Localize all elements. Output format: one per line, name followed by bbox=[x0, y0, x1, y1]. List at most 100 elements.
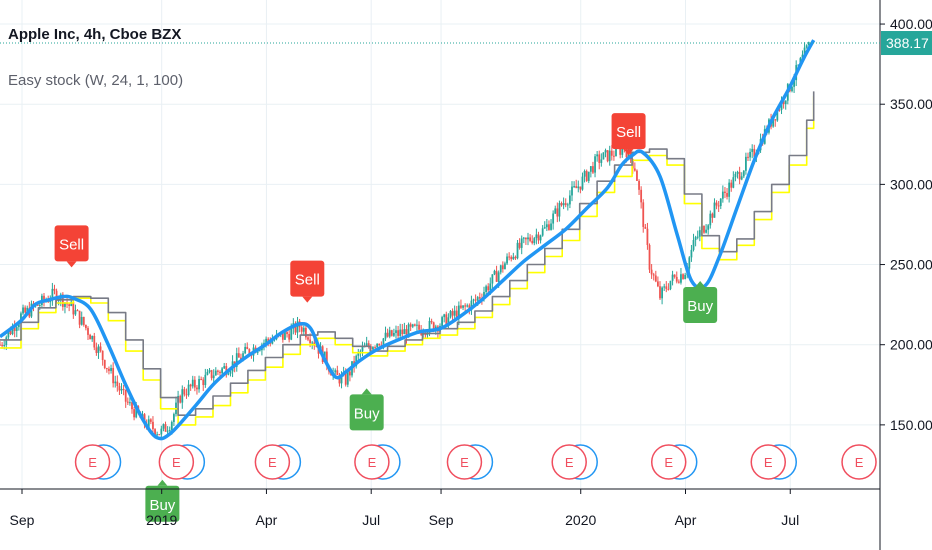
x-tick-label: Sep bbox=[10, 512, 35, 528]
candle-body bbox=[478, 297, 481, 299]
candle-body bbox=[791, 86, 793, 92]
sell-signal: Sell bbox=[54, 225, 89, 268]
candle-body bbox=[424, 333, 427, 336]
candle-body bbox=[443, 314, 446, 318]
candle-body bbox=[556, 208, 559, 217]
candle-body bbox=[554, 208, 557, 214]
candle-body bbox=[267, 338, 270, 342]
candle-body bbox=[193, 379, 196, 388]
candle-body bbox=[386, 332, 389, 337]
candle-body bbox=[367, 343, 370, 347]
candle-body bbox=[305, 327, 307, 338]
candle-body bbox=[805, 45, 808, 48]
sell-signal-box bbox=[611, 113, 646, 150]
candle-body bbox=[149, 419, 152, 422]
symbol-title: Apple Inc, 4h, Cboe BZX bbox=[8, 26, 182, 43]
candle-body bbox=[237, 353, 240, 358]
x-tick-label: 2019 bbox=[146, 512, 177, 528]
candle-body bbox=[403, 329, 406, 335]
candle-body bbox=[726, 193, 728, 197]
candle-body bbox=[43, 295, 45, 302]
x-tick-label: Jul bbox=[781, 512, 799, 528]
earnings-marker: E bbox=[446, 444, 494, 480]
candle-body bbox=[638, 180, 640, 190]
candle-body bbox=[344, 372, 347, 385]
candle-body bbox=[338, 375, 341, 384]
candle-body bbox=[495, 270, 498, 282]
candle-body bbox=[334, 370, 337, 373]
candle-body bbox=[506, 256, 508, 264]
candle-body bbox=[472, 299, 475, 301]
earnings-marker: E bbox=[254, 444, 302, 480]
candle-body bbox=[464, 305, 467, 307]
candle-body bbox=[258, 350, 261, 352]
buy-signal-pointer bbox=[361, 388, 372, 395]
candle-body bbox=[692, 240, 695, 250]
candle-body bbox=[520, 238, 523, 248]
buy-signal: Buy bbox=[349, 388, 384, 431]
candle-body bbox=[390, 330, 393, 336]
candle-body bbox=[703, 225, 705, 233]
candle-body bbox=[217, 370, 219, 372]
candle-body bbox=[705, 229, 707, 233]
candle-body bbox=[409, 324, 412, 327]
candle-body bbox=[416, 324, 418, 326]
y-tick-label: 350.00 bbox=[890, 96, 932, 112]
earnings-circle bbox=[841, 444, 877, 480]
candle-body bbox=[732, 177, 735, 188]
candle-body bbox=[596, 154, 599, 157]
candle-body bbox=[124, 389, 127, 402]
candle-body bbox=[51, 288, 54, 301]
candle-body bbox=[103, 360, 106, 369]
smooth-trend-line bbox=[0, 39, 816, 441]
candle-body bbox=[715, 202, 718, 206]
candle-body bbox=[374, 347, 376, 349]
lower-step-line bbox=[0, 96, 815, 426]
earnings-label: E bbox=[565, 455, 574, 470]
candle-body bbox=[110, 368, 112, 371]
candle-body bbox=[11, 326, 14, 335]
candle-body bbox=[749, 151, 751, 158]
candle-body bbox=[797, 64, 800, 66]
candle-body bbox=[525, 237, 527, 240]
buy-signal-pointer bbox=[157, 479, 168, 486]
earnings-circle bbox=[446, 444, 483, 480]
earnings-circle bbox=[158, 444, 195, 480]
indicator-lines bbox=[0, 39, 816, 441]
candle-body bbox=[671, 274, 674, 281]
candle-body bbox=[395, 330, 397, 333]
candle-body bbox=[168, 429, 171, 431]
candle-body bbox=[470, 300, 473, 311]
candle-body bbox=[91, 335, 94, 340]
candle-body bbox=[571, 186, 573, 196]
buy-signal-text: Buy bbox=[149, 497, 175, 514]
candle-body bbox=[713, 202, 716, 218]
candle-body bbox=[499, 265, 502, 273]
x-tick-label: 2020 bbox=[565, 512, 596, 528]
candle-body bbox=[684, 274, 687, 280]
buy-signal-box bbox=[349, 394, 384, 431]
candle-body bbox=[95, 347, 98, 353]
candle-body bbox=[300, 327, 303, 332]
candle-body bbox=[210, 370, 213, 379]
candle-body bbox=[654, 275, 657, 282]
candle-body bbox=[38, 304, 41, 306]
earnings-marker: E bbox=[74, 444, 122, 480]
candle-body bbox=[388, 330, 391, 337]
sell-signal: Sell bbox=[611, 113, 646, 156]
candle-body bbox=[80, 316, 83, 325]
candle-body bbox=[772, 119, 775, 127]
candle-body bbox=[336, 370, 339, 376]
earnings-circle bbox=[551, 444, 587, 480]
candle-body bbox=[382, 338, 385, 346]
candle-body bbox=[711, 213, 714, 218]
candle-body bbox=[709, 213, 712, 226]
candle-body bbox=[3, 345, 6, 347]
candle-body bbox=[101, 350, 104, 361]
candle-body bbox=[315, 345, 318, 347]
candle-body bbox=[514, 256, 517, 259]
candle-body bbox=[550, 223, 552, 230]
